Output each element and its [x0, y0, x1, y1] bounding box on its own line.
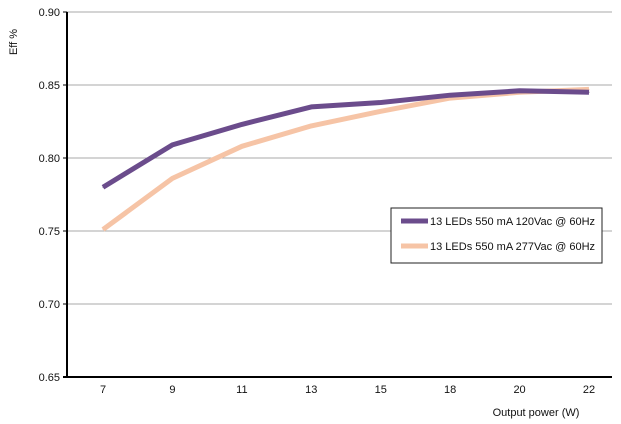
x-tick-label: 20	[513, 384, 525, 396]
data-point-s1-0	[102, 229, 104, 231]
data-point-s0-2	[241, 123, 243, 125]
data-point-s1-5	[449, 97, 451, 99]
x-tick-label: 7	[100, 384, 106, 396]
series-lines	[101, 86, 590, 232]
data-point-s1-4	[380, 110, 382, 112]
axes	[63, 12, 612, 378]
legend-label-277vac: 13 LEDs 550 mA 277Vac @ 60Hz	[430, 241, 595, 253]
x-tick-label: 18	[444, 384, 456, 396]
y-tick-label: 0.75	[39, 226, 60, 238]
legend: 13 LEDs 550 mA 120Vac @ 60Hz 13 LEDs 550…	[390, 207, 603, 264]
x-tick-label: 13	[305, 384, 317, 396]
y-tick-label: 0.85	[39, 80, 60, 92]
y-tick-label: 0.80	[39, 153, 60, 165]
y-tick-label: 0.70	[39, 299, 60, 311]
x-tick-label: 22	[583, 384, 595, 396]
data-point-s0-0	[102, 186, 104, 188]
data-point-s1-1	[171, 177, 173, 179]
data-point-s1-3	[310, 125, 312, 127]
x-tick-label: 9	[169, 384, 175, 396]
series-line-0	[101, 88, 590, 190]
x-tick-label: 15	[375, 384, 387, 396]
data-point-s0-3	[310, 106, 312, 108]
data-point-s0-1	[171, 144, 173, 146]
data-point-s0-4	[380, 102, 382, 104]
data-point-s0-6	[519, 90, 521, 92]
legend-box	[390, 207, 603, 264]
x-axis-title: Output power (W)	[493, 407, 580, 419]
y-tick-label: 0.65	[39, 372, 60, 384]
legend-label-120vac: 13 LEDs 550 mA 120Vac @ 60Hz	[430, 216, 595, 228]
data-point-s0-7	[588, 91, 590, 93]
y-axis-title: Eff %	[8, 29, 20, 55]
x-axis-ticks: 7 9 11 13 15 18 20 22	[100, 384, 595, 396]
data-point-s1-2	[241, 145, 243, 147]
data-point-s0-5	[449, 94, 451, 96]
y-tick-label: 0.90	[39, 7, 60, 19]
y-axis-ticks: 0.65 0.70 0.75 0.80 0.85 0.90	[39, 7, 67, 384]
data-point-s1-7	[588, 88, 590, 90]
x-tick-label: 11	[236, 384, 247, 396]
